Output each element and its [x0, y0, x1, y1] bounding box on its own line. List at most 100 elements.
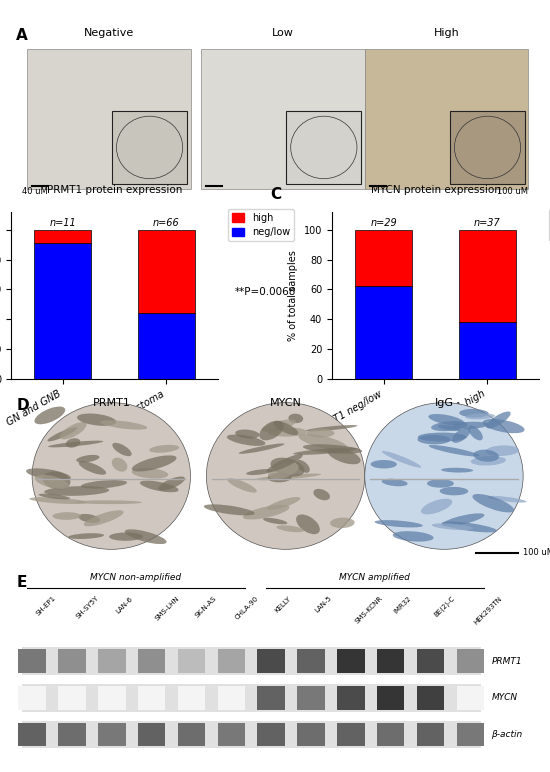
Bar — [34, 243, 91, 379]
Ellipse shape — [112, 458, 128, 472]
Ellipse shape — [375, 520, 423, 527]
Ellipse shape — [428, 414, 464, 425]
FancyBboxPatch shape — [58, 723, 86, 747]
FancyBboxPatch shape — [178, 686, 205, 709]
Text: n=37: n=37 — [474, 218, 500, 228]
Ellipse shape — [52, 512, 81, 520]
Text: MYCN non-amplified: MYCN non-amplified — [90, 574, 182, 582]
Ellipse shape — [439, 487, 468, 496]
Text: MYCN: MYCN — [270, 398, 301, 408]
Text: 100 uM: 100 uM — [523, 548, 550, 557]
Ellipse shape — [486, 411, 510, 428]
FancyBboxPatch shape — [98, 723, 125, 747]
Ellipse shape — [365, 403, 523, 550]
Legend: high, neg/low: high, neg/low — [228, 208, 294, 242]
Ellipse shape — [382, 451, 421, 468]
Text: 40 uM: 40 uM — [21, 188, 47, 196]
Ellipse shape — [303, 444, 362, 454]
Ellipse shape — [299, 434, 348, 450]
Ellipse shape — [296, 460, 310, 472]
FancyBboxPatch shape — [218, 686, 245, 709]
Text: PRMT1: PRMT1 — [92, 398, 130, 408]
FancyBboxPatch shape — [201, 49, 365, 189]
Bar — [355, 286, 412, 379]
Ellipse shape — [77, 414, 116, 426]
Bar — [34, 230, 91, 243]
Ellipse shape — [465, 413, 495, 419]
Ellipse shape — [472, 494, 514, 513]
Ellipse shape — [421, 499, 452, 514]
Ellipse shape — [29, 497, 87, 504]
Ellipse shape — [76, 455, 100, 462]
Bar — [459, 322, 516, 379]
FancyBboxPatch shape — [112, 110, 187, 185]
Title: PRMT1 protein expression: PRMT1 protein expression — [47, 185, 182, 195]
Text: BE(2)-C: BE(2)-C — [433, 595, 456, 618]
Text: MYCN: MYCN — [492, 693, 518, 703]
Ellipse shape — [314, 489, 330, 500]
Ellipse shape — [263, 518, 288, 524]
Ellipse shape — [48, 441, 103, 447]
FancyBboxPatch shape — [27, 49, 190, 189]
Text: Negative: Negative — [84, 29, 134, 39]
Text: SK-N-AS: SK-N-AS — [194, 595, 218, 619]
FancyBboxPatch shape — [417, 649, 444, 673]
Ellipse shape — [125, 530, 167, 544]
FancyBboxPatch shape — [417, 723, 444, 747]
Text: LAN-6: LAN-6 — [114, 595, 134, 615]
Ellipse shape — [482, 419, 525, 433]
Ellipse shape — [109, 533, 143, 541]
FancyBboxPatch shape — [297, 686, 324, 709]
FancyBboxPatch shape — [218, 649, 245, 673]
FancyBboxPatch shape — [297, 723, 324, 747]
Ellipse shape — [428, 445, 480, 456]
Text: PRMT1: PRMT1 — [492, 657, 522, 665]
Text: HEK293TN: HEK293TN — [473, 595, 503, 625]
Ellipse shape — [474, 449, 499, 462]
Text: IgG: IgG — [434, 398, 453, 408]
Ellipse shape — [459, 409, 489, 418]
FancyBboxPatch shape — [286, 110, 361, 185]
Ellipse shape — [131, 468, 168, 479]
Text: D: D — [16, 398, 29, 412]
FancyBboxPatch shape — [337, 723, 365, 747]
Ellipse shape — [255, 473, 321, 480]
Text: **P=0.0068: **P=0.0068 — [235, 287, 296, 297]
Ellipse shape — [81, 480, 127, 489]
Ellipse shape — [68, 533, 104, 539]
Ellipse shape — [78, 514, 100, 523]
Ellipse shape — [262, 419, 296, 432]
Ellipse shape — [227, 435, 266, 446]
Ellipse shape — [485, 445, 519, 456]
Ellipse shape — [39, 493, 70, 499]
Ellipse shape — [441, 468, 473, 472]
FancyBboxPatch shape — [377, 686, 404, 709]
Ellipse shape — [117, 117, 183, 178]
Ellipse shape — [442, 522, 497, 533]
Ellipse shape — [35, 475, 69, 489]
FancyBboxPatch shape — [257, 686, 285, 709]
FancyBboxPatch shape — [18, 649, 46, 673]
Ellipse shape — [452, 422, 489, 428]
Text: β-actin: β-actin — [492, 730, 522, 739]
Ellipse shape — [442, 513, 485, 527]
Ellipse shape — [431, 421, 467, 431]
Text: n=29: n=29 — [370, 218, 397, 228]
Ellipse shape — [266, 454, 303, 472]
Ellipse shape — [268, 472, 292, 482]
FancyBboxPatch shape — [337, 686, 365, 709]
FancyBboxPatch shape — [18, 686, 46, 709]
Ellipse shape — [47, 427, 78, 442]
Ellipse shape — [487, 496, 526, 503]
Text: MYCN amplified: MYCN amplified — [339, 574, 410, 582]
FancyBboxPatch shape — [456, 649, 484, 673]
Text: IMR32: IMR32 — [393, 595, 413, 615]
Ellipse shape — [277, 525, 304, 532]
Text: SMS-KCNR: SMS-KCNR — [354, 595, 383, 625]
FancyBboxPatch shape — [337, 649, 365, 673]
Ellipse shape — [204, 504, 255, 516]
FancyBboxPatch shape — [21, 721, 481, 748]
Y-axis label: % of total samples: % of total samples — [288, 250, 298, 341]
Ellipse shape — [417, 435, 450, 445]
FancyBboxPatch shape — [218, 723, 245, 747]
